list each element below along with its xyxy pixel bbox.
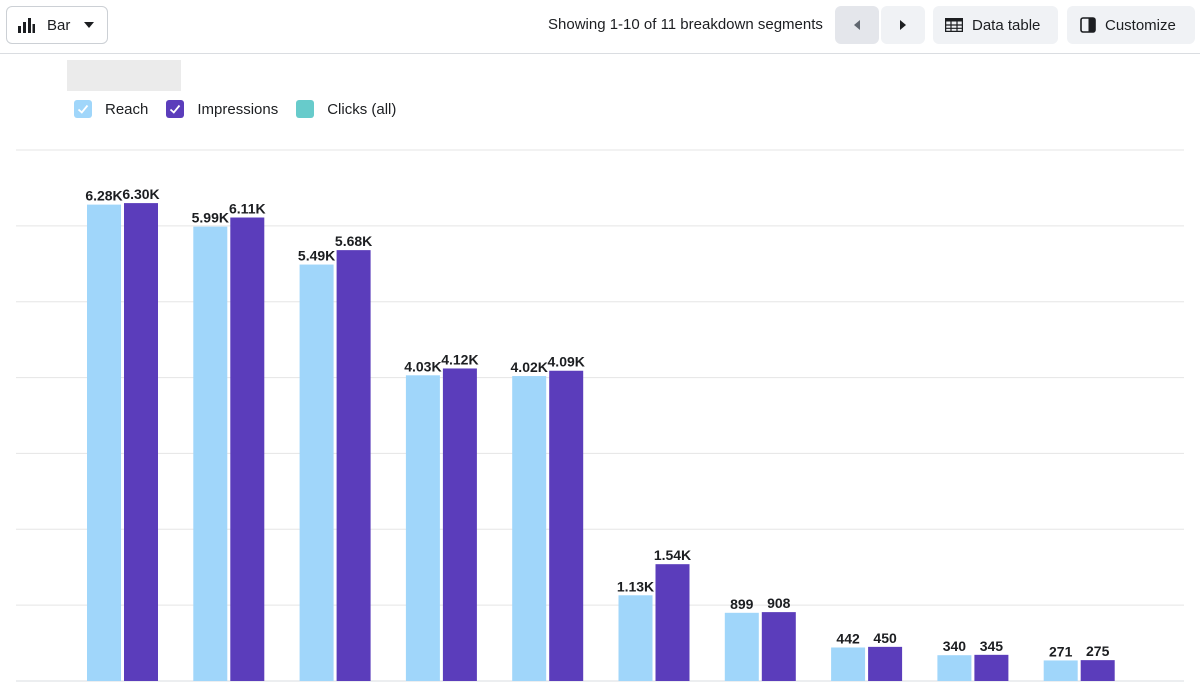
bar-impressions-8[interactable]: [868, 646, 903, 681]
chart-type-dropdown[interactable]: Bar: [6, 6, 108, 44]
data-label-reach-10: 271: [1049, 643, 1073, 659]
customize-label: Customize: [1105, 16, 1176, 34]
data-label-reach-9: 340: [943, 638, 967, 654]
bar-reach-4[interactable]: [405, 375, 440, 681]
bar-impressions-2[interactable]: [230, 217, 265, 681]
checkbox-unchecked-icon[interactable]: [296, 100, 315, 118]
bar-reach-9[interactable]: [937, 655, 972, 681]
checkbox-checked-icon[interactable]: [166, 100, 185, 118]
bar-reach-8[interactable]: [831, 647, 866, 681]
data-label-impressions-5: 4.09K: [548, 354, 585, 370]
bar-impressions-3[interactable]: [336, 250, 371, 681]
customize-button[interactable]: Customize: [1067, 6, 1195, 44]
chart-legend: Reach Impressions Clicks (all): [74, 98, 414, 120]
bar-reach-10[interactable]: [1043, 660, 1078, 681]
data-label-impressions-2: 6.11K: [229, 201, 266, 217]
next-page-button[interactable]: [881, 6, 925, 44]
data-label-reach-8: 442: [836, 630, 860, 646]
data-table-label: Data table: [972, 16, 1041, 34]
data-label-reach-4: 4.03K: [404, 358, 441, 374]
panel-icon: [1080, 17, 1096, 33]
legend-label: Clicks (all): [327, 100, 397, 118]
previous-page-button[interactable]: [835, 6, 879, 44]
legend-item-clicks[interactable]: Clicks (all): [296, 100, 396, 118]
bar-impressions-1[interactable]: [124, 203, 158, 681]
data-label-impressions-9: 345: [980, 638, 1004, 654]
data-label-reach-3: 5.49K: [298, 248, 335, 264]
chart-toolbar: Bar Showing 1-10 of 11 breakdown segment…: [0, 0, 1200, 54]
bar-impressions-9[interactable]: [974, 654, 1009, 681]
data-label-reach-1: 6.28K: [85, 188, 122, 204]
bar-chart: 6.28K 6.30K 5.99K 6.11K 5.49K 5.68K 4.03K 4.12K…: [0, 140, 1200, 694]
bar-reach-7[interactable]: [724, 612, 759, 681]
data-table-button[interactable]: Data table: [933, 6, 1058, 44]
legend-label: Impressions: [197, 100, 279, 118]
bar-impressions-10[interactable]: [1080, 660, 1115, 681]
triangle-left-icon: [854, 20, 860, 30]
legend-label: Reach: [105, 100, 149, 118]
chart-title-placeholder: [67, 60, 181, 91]
pagination-status: Showing 1-10 of 11 breakdown segments: [548, 16, 823, 33]
chevron-down-icon: [84, 22, 95, 28]
data-label-impressions-10: 275: [1086, 643, 1110, 659]
legend-item-reach[interactable]: Reach: [74, 100, 148, 118]
data-label-impressions-6: 1.54K: [654, 547, 691, 563]
bar-reach-1[interactable]: [87, 204, 121, 682]
data-label-impressions-8: 450: [873, 630, 897, 646]
bar-impressions-7[interactable]: [761, 612, 796, 681]
bar-chart-icon: [18, 18, 35, 33]
data-label-impressions-4: 4.12K: [441, 351, 478, 367]
bar-reach-5[interactable]: [512, 376, 547, 681]
data-label-reach-7: 899: [730, 596, 754, 612]
bar-impressions-6[interactable]: [655, 564, 690, 681]
chart-type-label: Bar: [47, 16, 71, 34]
legend-item-impressions[interactable]: Impressions: [166, 100, 278, 118]
checkbox-checked-icon[interactable]: [74, 100, 92, 118]
bar-reach-3[interactable]: [299, 264, 334, 681]
bar-impressions-5[interactable]: [549, 370, 584, 681]
data-label-impressions-1: 6.30K: [122, 186, 159, 202]
bar-reach-6[interactable]: [618, 595, 653, 681]
data-label-reach-2: 5.99K: [192, 210, 229, 226]
data-label-impressions-3: 5.68K: [335, 233, 372, 249]
data-label-reach-6: 1.13K: [617, 578, 654, 594]
table-icon: [945, 18, 963, 32]
bar-reach-2[interactable]: [193, 226, 228, 681]
triangle-right-icon: [900, 20, 906, 30]
bar-impressions-4[interactable]: [442, 368, 477, 681]
data-label-impressions-7: 908: [767, 595, 791, 611]
data-label-reach-5: 4.02K: [511, 359, 548, 375]
